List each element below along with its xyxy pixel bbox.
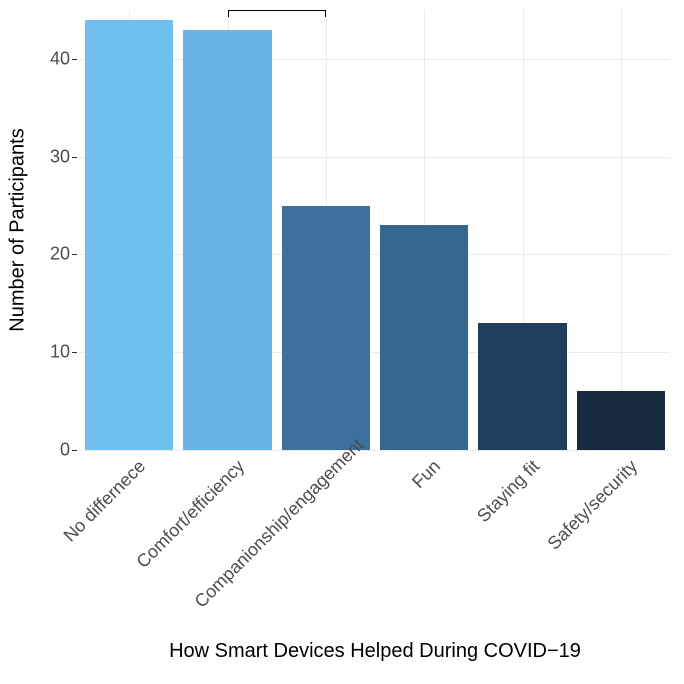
chart-container: 010203040No differneceComfort/efficiency…: [0, 0, 684, 684]
bar: [85, 20, 174, 450]
grid-line-vertical: [621, 10, 622, 450]
y-tick-mark: [72, 254, 77, 255]
y-tick-mark: [72, 59, 77, 60]
y-tick-label: 20: [50, 244, 70, 265]
bar: [380, 225, 469, 450]
y-tick-label: 0: [60, 440, 70, 461]
y-axis-title: Number of Participants: [7, 128, 30, 331]
bar: [478, 323, 567, 450]
significance-label: *: [273, 0, 281, 12]
x-axis-title: How Smart Devices Helped During COVID−19: [169, 640, 581, 663]
bar: [577, 391, 666, 450]
bar: [282, 206, 371, 450]
y-tick-mark: [72, 157, 77, 158]
plot-area: 010203040No differneceComfort/efficiency…: [80, 10, 670, 450]
y-tick-mark: [72, 352, 77, 353]
y-tick-mark: [72, 450, 77, 451]
grid-line-horizontal: [80, 450, 670, 451]
y-tick-label: 30: [50, 146, 70, 167]
bar: [183, 30, 272, 450]
y-tick-label: 40: [50, 48, 70, 69]
y-tick-label: 10: [50, 342, 70, 363]
